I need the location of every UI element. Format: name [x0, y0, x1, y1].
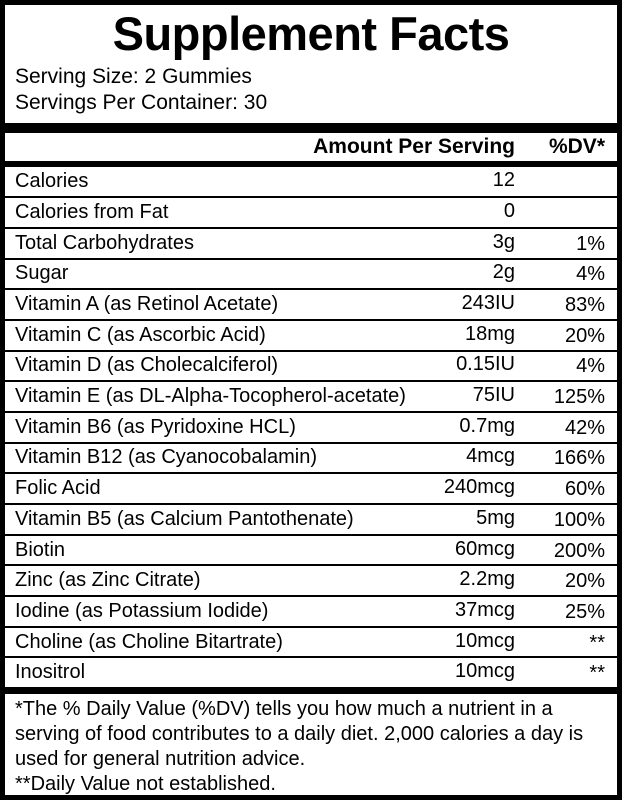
nutrient-row: Zinc (as Zinc Citrate) 2.2mg 20%: [5, 564, 617, 595]
nutrient-amount: 0: [503, 199, 515, 222]
nutrient-row: Biotin 60mcg 200%: [5, 533, 617, 565]
nutrient-amount: 5mg: [476, 506, 515, 529]
nutrient-amount: 240mcg: [443, 476, 515, 499]
nutrient-amount: 0.7mg: [459, 414, 515, 437]
nutrient-dv: 4%: [576, 263, 605, 286]
nutrient-dv: **: [589, 662, 605, 685]
nutrient-name: Vitamin C (as Ascorbic Acid): [15, 323, 266, 346]
nutrient-amount: 10mcg: [454, 629, 515, 652]
thick-divider-top: [5, 123, 617, 134]
nutrient-row: Inositrol 10mcg **: [5, 656, 617, 687]
daily-value-footnote: *The % Daily Value (%DV) tells you how m…: [15, 698, 584, 771]
nutrient-name: Vitamin A (as Retinol Acetate): [15, 293, 279, 316]
servings-per-container: Servings Per Container: 30: [15, 91, 268, 115]
label-title: Supplement Facts: [112, 7, 510, 60]
nutrient-dv: 20%: [564, 324, 605, 347]
nutrient-row: Vitamin E (as DL-Alpha-Tocopherol-acetat…: [5, 380, 617, 411]
nutrient-name: Vitamin B12 (as Cyanocobalamin): [15, 446, 318, 469]
nutrient-name: Iodine (as Potassium Iodide): [15, 599, 269, 622]
nutrient-amount: 2g: [492, 261, 515, 284]
thick-divider-header: [5, 161, 617, 168]
nutrient-name: Vitamin E (as DL-Alpha-Tocopherol-acetat…: [15, 385, 406, 408]
nutrient-name: Folic Acid: [15, 477, 101, 500]
not-established-footnote: **Daily Value not established.: [15, 773, 276, 796]
nutrient-dv: 4%: [576, 355, 605, 378]
nutrient-dv: 125%: [553, 386, 605, 409]
nutrient-row: Vitamin D (as Cholecalciferol) 0.15IU 4%: [5, 349, 617, 381]
nutrient-name: Vitamin D (as Cholecalciferol): [15, 354, 279, 377]
nutrient-name: Sugar: [15, 262, 69, 285]
nutrient-row: Total Carbohydrates 3g 1%: [5, 226, 617, 258]
nutrient-name: Biotin: [15, 538, 66, 561]
nutrient-dv: 200%: [553, 539, 605, 562]
nutrient-dv: 83%: [564, 294, 605, 317]
nutrient-dv: 20%: [564, 570, 605, 593]
nutrient-row: Sugar 2g 4%: [5, 257, 617, 289]
nutrient-name: Calories from Fat: [15, 200, 169, 223]
percent-dv-header: %DV*: [548, 135, 605, 159]
nutrient-amount: 18mg: [464, 322, 515, 345]
thick-divider-bottom: [5, 687, 617, 695]
nutrient-name: Vitamin B5 (as Calcium Pantothenate): [15, 507, 354, 530]
nutrient-amount: 10mcg: [454, 660, 515, 683]
nutrient-dv: 42%: [564, 416, 605, 439]
nutrient-dv: 166%: [553, 447, 605, 470]
nutrient-name: Total Carbohydrates: [15, 231, 194, 254]
nutrient-name: Calories: [15, 170, 89, 193]
nutrient-amount: 12: [492, 169, 515, 192]
amount-per-serving-header: Amount Per Serving: [313, 135, 515, 159]
nutrient-name: Vitamin B6 (as Pyridoxine HCL): [15, 415, 296, 438]
nutrient-row: Calories 12: [5, 167, 617, 196]
nutrient-amount: 3g: [492, 230, 515, 253]
nutrient-amount: 243IU: [461, 292, 515, 315]
footnotes: *The % Daily Value (%DV) tells you how m…: [5, 694, 617, 796]
nutrient-amount: 4mcg: [466, 445, 515, 468]
nutrient-row: Vitamin C (as Ascorbic Acid) 18mg 20%: [5, 318, 617, 350]
nutrient-amount: 75IU: [472, 384, 515, 407]
nutrient-row: Vitamin B12 (as Cyanocobalamin) 4mcg 166%: [5, 441, 617, 473]
nutrient-row: Calories from Fat 0: [5, 196, 617, 227]
serving-size: Serving Size: 2 Gummies: [15, 65, 252, 89]
nutrient-row: Vitamin B5 (as Calcium Pantothenate) 5mg 1…: [5, 503, 617, 534]
nutrient-amount: 0.15IU: [456, 353, 515, 376]
column-header-row: Amount Per Serving %DV*: [5, 133, 617, 161]
nutrient-dv: 1%: [576, 232, 605, 255]
nutrient-amount: 60mcg: [454, 537, 515, 560]
nutrient-dv: 60%: [564, 478, 605, 501]
nutrient-row: Iodine (as Potassium Iodide) 37mcg 25%: [5, 595, 617, 626]
nutrient-amount: 37mcg: [454, 598, 515, 621]
nutrient-dv: **: [589, 631, 605, 654]
nutrient-dv: 25%: [564, 600, 605, 623]
nutrient-row: Folic Acid 240mcg 60%: [5, 472, 617, 503]
nutrient-amount: 2.2mg: [459, 568, 515, 591]
nutrient-name: Inositrol: [15, 661, 86, 684]
nutrient-dv: 100%: [553, 508, 605, 531]
nutrient-row: Vitamin A (as Retinol Acetate) 243IU 83%: [5, 288, 617, 319]
nutrient-row: Vitamin B6 (as Pyridoxine HCL) 0.7mg 42%: [5, 410, 617, 442]
nutrient-table: Calories 12 Calories from Fat 0 Total Carboh…: [5, 167, 617, 687]
nutrient-row: Choline (as Choline Bitartrate) 10mcg **: [5, 625, 617, 657]
nutrient-name: Zinc (as Zinc Citrate): [15, 569, 201, 592]
nutrient-name: Choline (as Choline Bitartrate): [15, 630, 283, 653]
